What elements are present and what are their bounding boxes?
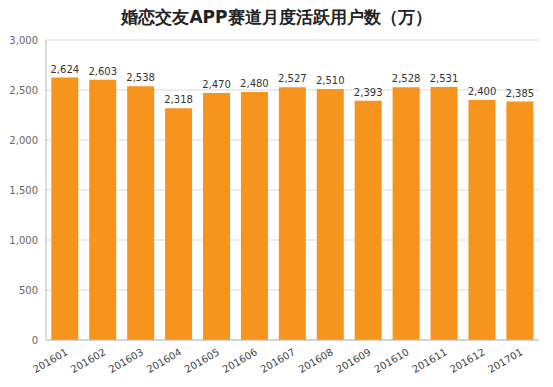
svg-text:1,500: 1,500	[9, 185, 38, 196]
svg-text:2,603: 2,603	[88, 66, 117, 77]
svg-text:201602: 201602	[69, 346, 108, 375]
svg-text:201608: 201608	[296, 346, 335, 375]
svg-text:201701: 201701	[486, 346, 525, 375]
svg-text:2,470: 2,470	[202, 79, 231, 90]
svg-text:2,510: 2,510	[316, 75, 345, 86]
svg-text:1,000: 1,000	[9, 235, 38, 246]
svg-text:2,385: 2,385	[506, 88, 535, 99]
svg-text:2,480: 2,480	[240, 78, 269, 89]
svg-text:201612: 201612	[448, 346, 487, 375]
svg-text:2,624: 2,624	[50, 64, 79, 75]
svg-text:2,528: 2,528	[392, 73, 421, 84]
svg-text:2,538: 2,538	[126, 72, 155, 83]
svg-text:201609: 201609	[334, 346, 373, 375]
svg-text:0: 0	[32, 335, 38, 346]
svg-text:201607: 201607	[258, 346, 297, 375]
svg-text:2,531: 2,531	[430, 73, 459, 84]
svg-text:2,000: 2,000	[9, 135, 38, 146]
html-text:婚恋交友APP赛道月度活跃用户数（万）: 婚恋交友APP赛道月度活跃用户数（万）	[121, 7, 432, 27]
svg-text:500: 500	[19, 285, 38, 296]
svg-text:201610: 201610	[372, 346, 411, 375]
svg-text:201601: 201601	[31, 346, 70, 375]
svg-text:2,393: 2,393	[354, 87, 383, 98]
svg-text:201603: 201603	[107, 346, 146, 375]
svg-text:201605: 201605	[183, 346, 222, 375]
svg-text:2,500: 2,500	[9, 85, 38, 96]
svg-text:201611: 201611	[410, 346, 449, 375]
svg-text:201604: 201604	[145, 346, 184, 375]
svg-text:201606: 201606	[221, 346, 260, 375]
svg-text:2,318: 2,318	[164, 94, 193, 105]
svg-text:3,000: 3,000	[9, 35, 38, 46]
svg-text:2,527: 2,527	[278, 73, 307, 84]
svg-text:2,400: 2,400	[468, 86, 497, 97]
